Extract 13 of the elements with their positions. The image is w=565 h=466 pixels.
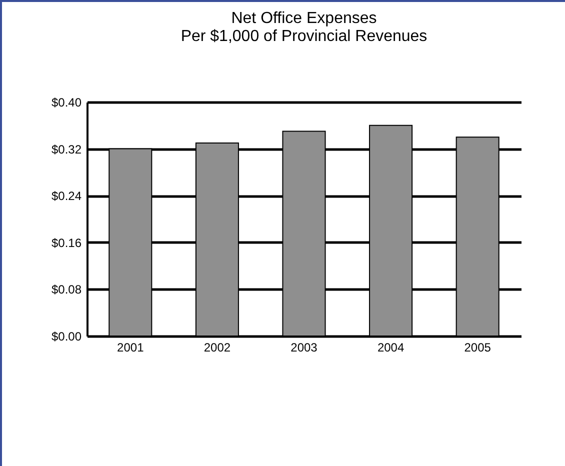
x-tick-label: 2001 xyxy=(117,340,144,354)
y-tick-label: $0.24 xyxy=(51,189,82,204)
x-tick-label: 2004 xyxy=(377,340,404,354)
y-tick-label: $0.32 xyxy=(51,142,82,156)
x-tick-label: 2005 xyxy=(464,340,492,354)
x-tick-label: 2003 xyxy=(290,340,318,354)
chart-subtitle: Per $1,000 of Provincial Revenues xyxy=(180,28,428,45)
chart-title: Net Office Expenses xyxy=(231,10,377,27)
y-tick-label: $0.16 xyxy=(51,236,82,250)
x-tick-label: 2002 xyxy=(204,340,231,354)
y-tick-label: $0.08 xyxy=(51,282,82,297)
y-tick-label: $0.40 xyxy=(51,96,82,110)
y-tick-label: $0.00 xyxy=(51,330,82,344)
